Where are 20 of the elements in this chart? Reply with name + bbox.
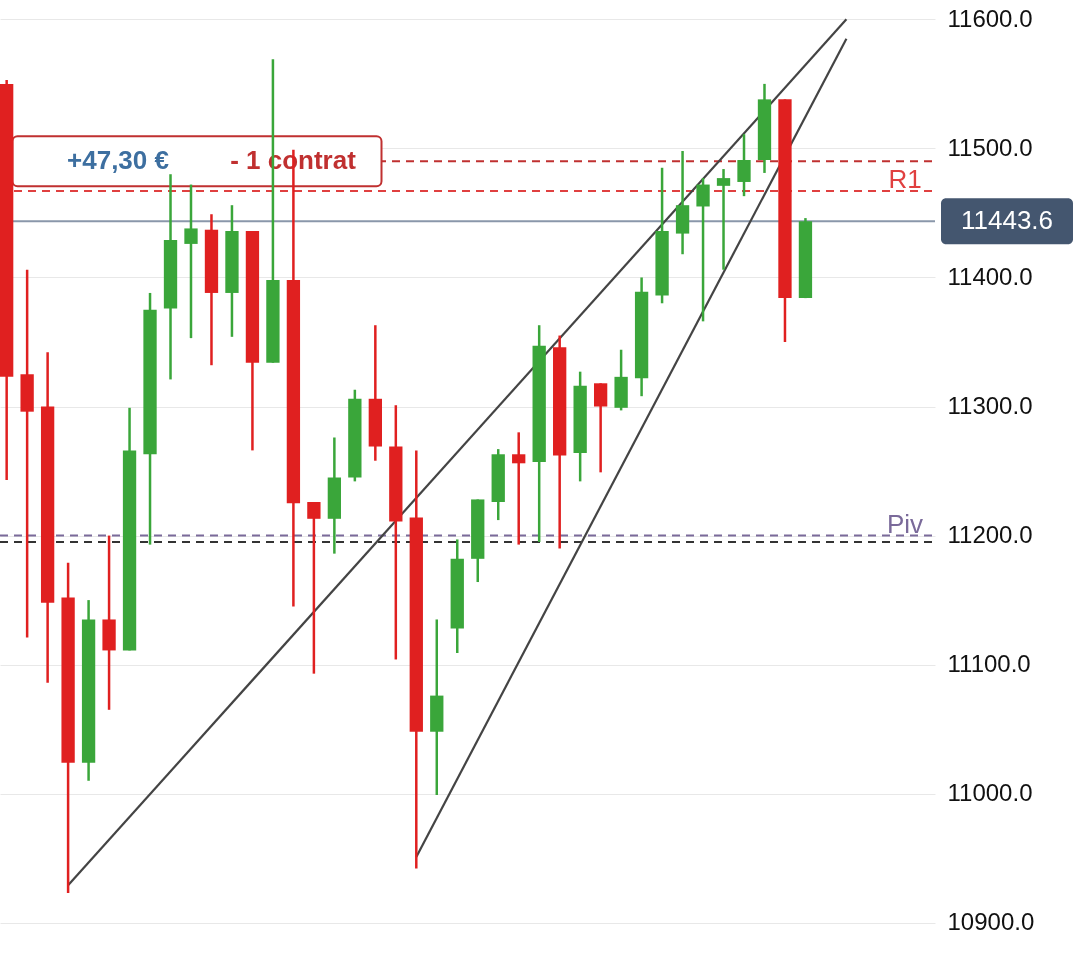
candlestick [184,183,198,340]
candlestick [696,176,710,323]
y-tick-label: 11500.0 [947,133,1033,161]
y-tick-label: 10900.0 [947,908,1035,936]
candlestick [307,500,321,675]
y-tick-label: 11600.0 [947,4,1033,32]
ref-line-label: Piv [886,508,924,539]
candlestick [512,431,526,546]
y-tick-label: 11000.0 [947,779,1033,807]
y-tick-label: 11200.0 [947,521,1033,549]
candlestick [716,167,731,271]
y-tick-label: 11400.0 [947,262,1033,290]
candlestick [737,132,751,198]
candlestick [593,382,608,474]
annotation: +47,30 € [67,145,169,176]
y-tick-label: 11300.0 [947,392,1033,420]
candlestick [20,268,34,639]
ref-line-label: R1 [888,164,922,194]
y-tick-label: 11100.0 [947,650,1031,678]
ref-line-label: 11443.6 [960,205,1054,236]
